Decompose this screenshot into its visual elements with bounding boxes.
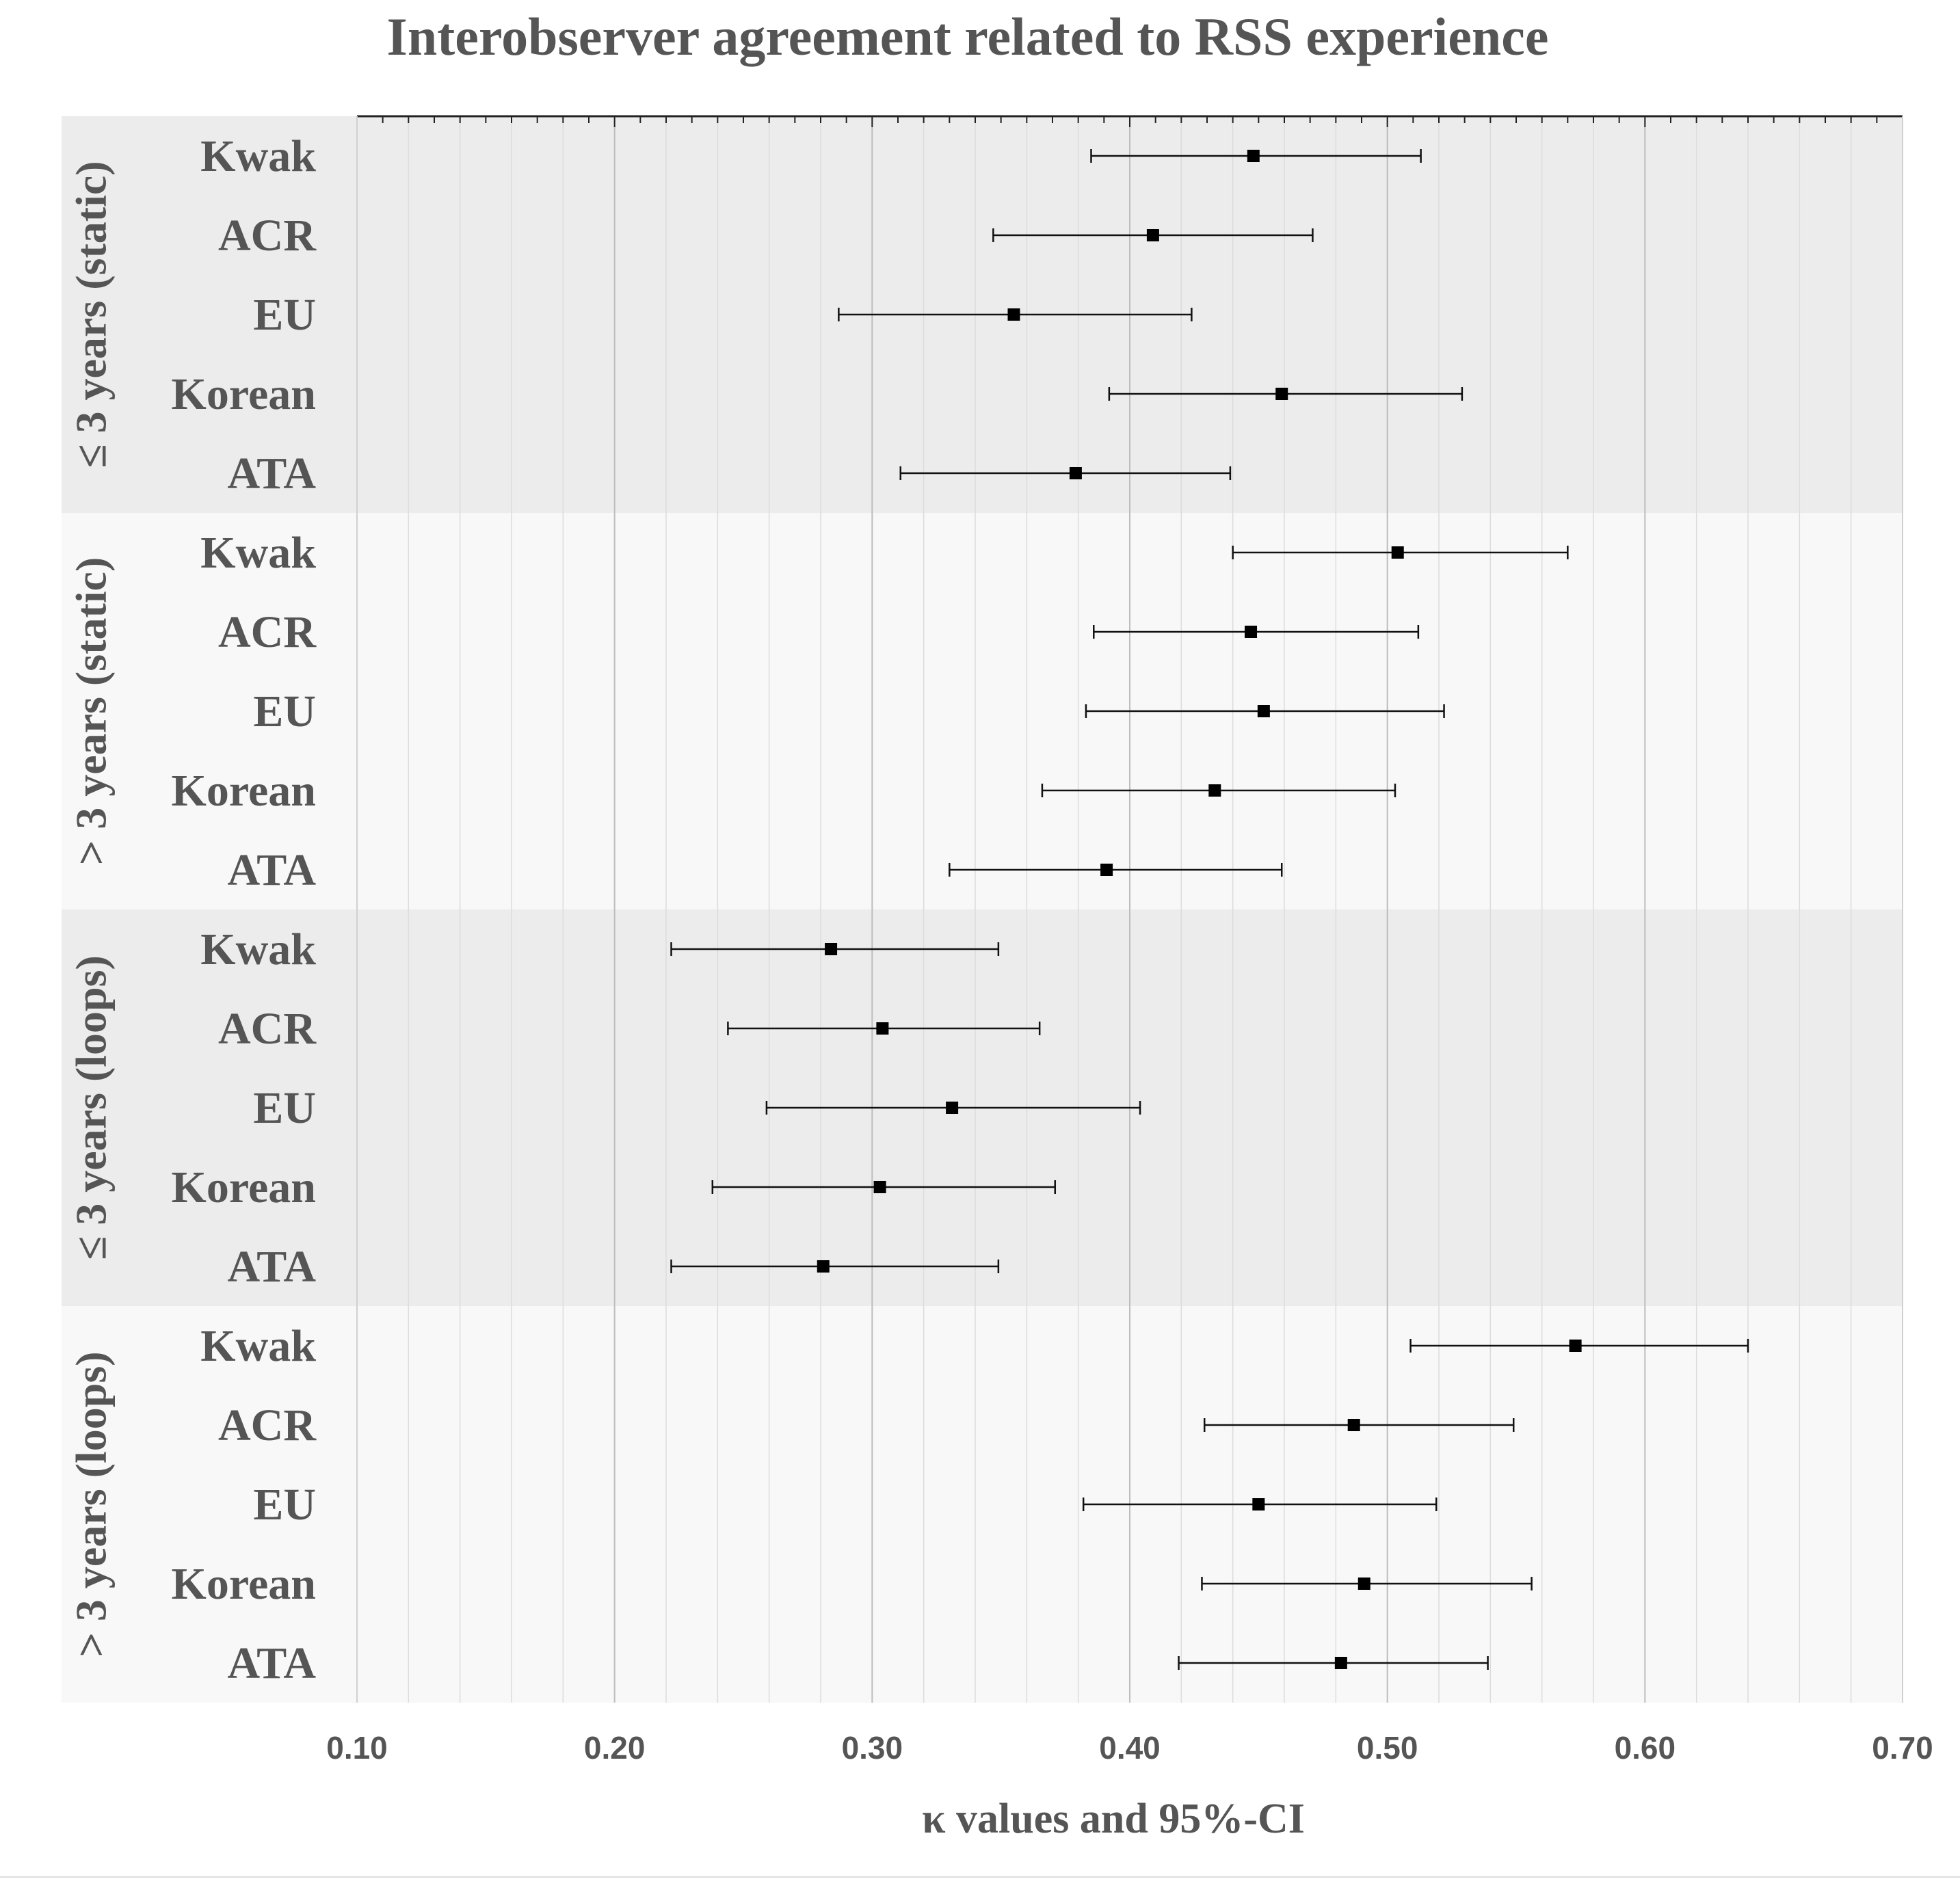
row-label-korean: Korean xyxy=(172,1162,316,1212)
row-label-kwak: Kwak xyxy=(200,1321,316,1371)
row-label-eu: EU xyxy=(253,1480,316,1530)
point-estimate xyxy=(1347,1419,1360,1431)
x-tick-label: 0.10 xyxy=(326,1730,388,1766)
group-bands xyxy=(62,116,1903,1703)
group-band-3 xyxy=(62,1306,1903,1703)
point-estimate xyxy=(1252,1498,1265,1510)
point-estimate xyxy=(876,1022,889,1035)
point-estimate xyxy=(946,1102,959,1114)
point-estimate xyxy=(1257,705,1270,717)
row-label-korean: Korean xyxy=(172,1559,316,1609)
chart-title: Interobserver agreement related to RSS e… xyxy=(387,7,1549,66)
x-tick-label: 0.40 xyxy=(1099,1730,1161,1766)
x-tick-label: 0.50 xyxy=(1357,1730,1418,1766)
row-label-korean: Korean xyxy=(172,766,316,816)
group-band-1 xyxy=(62,513,1903,909)
x-axis-label: κ values and 95%-CI xyxy=(922,1796,1305,1842)
x-tick-label: 0.70 xyxy=(1872,1730,1933,1766)
data-marks xyxy=(670,149,1749,1670)
row-label-ata: ATA xyxy=(227,1242,316,1292)
row-label-ata: ATA xyxy=(227,449,316,498)
category-labels: ≤ 3 years (static) Kwak ACR EU Korean ATA > 3 … xyxy=(67,131,317,1688)
x-axis: 0.10 0.20 0.30 0.40 0.50 0.60 0.70 xyxy=(0,115,1960,1878)
row-label-acr: ACR xyxy=(218,607,317,657)
row-label-kwak: Kwak xyxy=(200,528,316,578)
row-label-kwak: Kwak xyxy=(200,924,316,974)
point-estimate xyxy=(1275,388,1288,400)
row-label-eu: EU xyxy=(253,1083,316,1133)
point-estimate xyxy=(1146,229,1159,241)
row-label-eu: EU xyxy=(253,290,316,340)
x-tick-label: 0.30 xyxy=(842,1730,903,1766)
x-tick-label: 0.20 xyxy=(584,1730,646,1766)
point-estimate xyxy=(1245,626,1258,638)
point-estimate xyxy=(873,1181,886,1193)
group-label-1: > 3 years (static) xyxy=(67,557,116,866)
gridlines xyxy=(356,116,1903,1703)
point-estimate xyxy=(1334,1657,1347,1669)
point-estimate xyxy=(817,1260,830,1273)
row-label-kwak: Kwak xyxy=(200,131,316,181)
point-estimate xyxy=(1358,1578,1370,1590)
row-label-ata: ATA xyxy=(227,845,316,895)
point-estimate xyxy=(1007,308,1020,321)
row-label-korean: Korean xyxy=(172,369,316,419)
point-estimate xyxy=(1391,546,1404,559)
point-estimate xyxy=(825,943,838,955)
group-label-3: > 3 years (loops) xyxy=(67,1351,116,1657)
point-estimate xyxy=(1069,467,1082,479)
row-label-acr: ACR xyxy=(218,211,317,261)
group-label-2: ≤ 3 years (loops) xyxy=(67,955,116,1260)
point-estimate xyxy=(1247,150,1260,162)
row-label-ata: ATA xyxy=(227,1638,316,1688)
row-label-acr: ACR xyxy=(218,1400,317,1450)
row-label-acr: ACR xyxy=(218,1004,317,1054)
x-tick-label: 0.60 xyxy=(1615,1730,1676,1766)
row-label-eu: EU xyxy=(253,687,316,736)
point-estimate xyxy=(1100,864,1113,876)
point-estimate xyxy=(1569,1340,1582,1352)
group-label-0: ≤ 3 years (static) xyxy=(67,161,116,468)
point-estimate xyxy=(1208,784,1221,797)
